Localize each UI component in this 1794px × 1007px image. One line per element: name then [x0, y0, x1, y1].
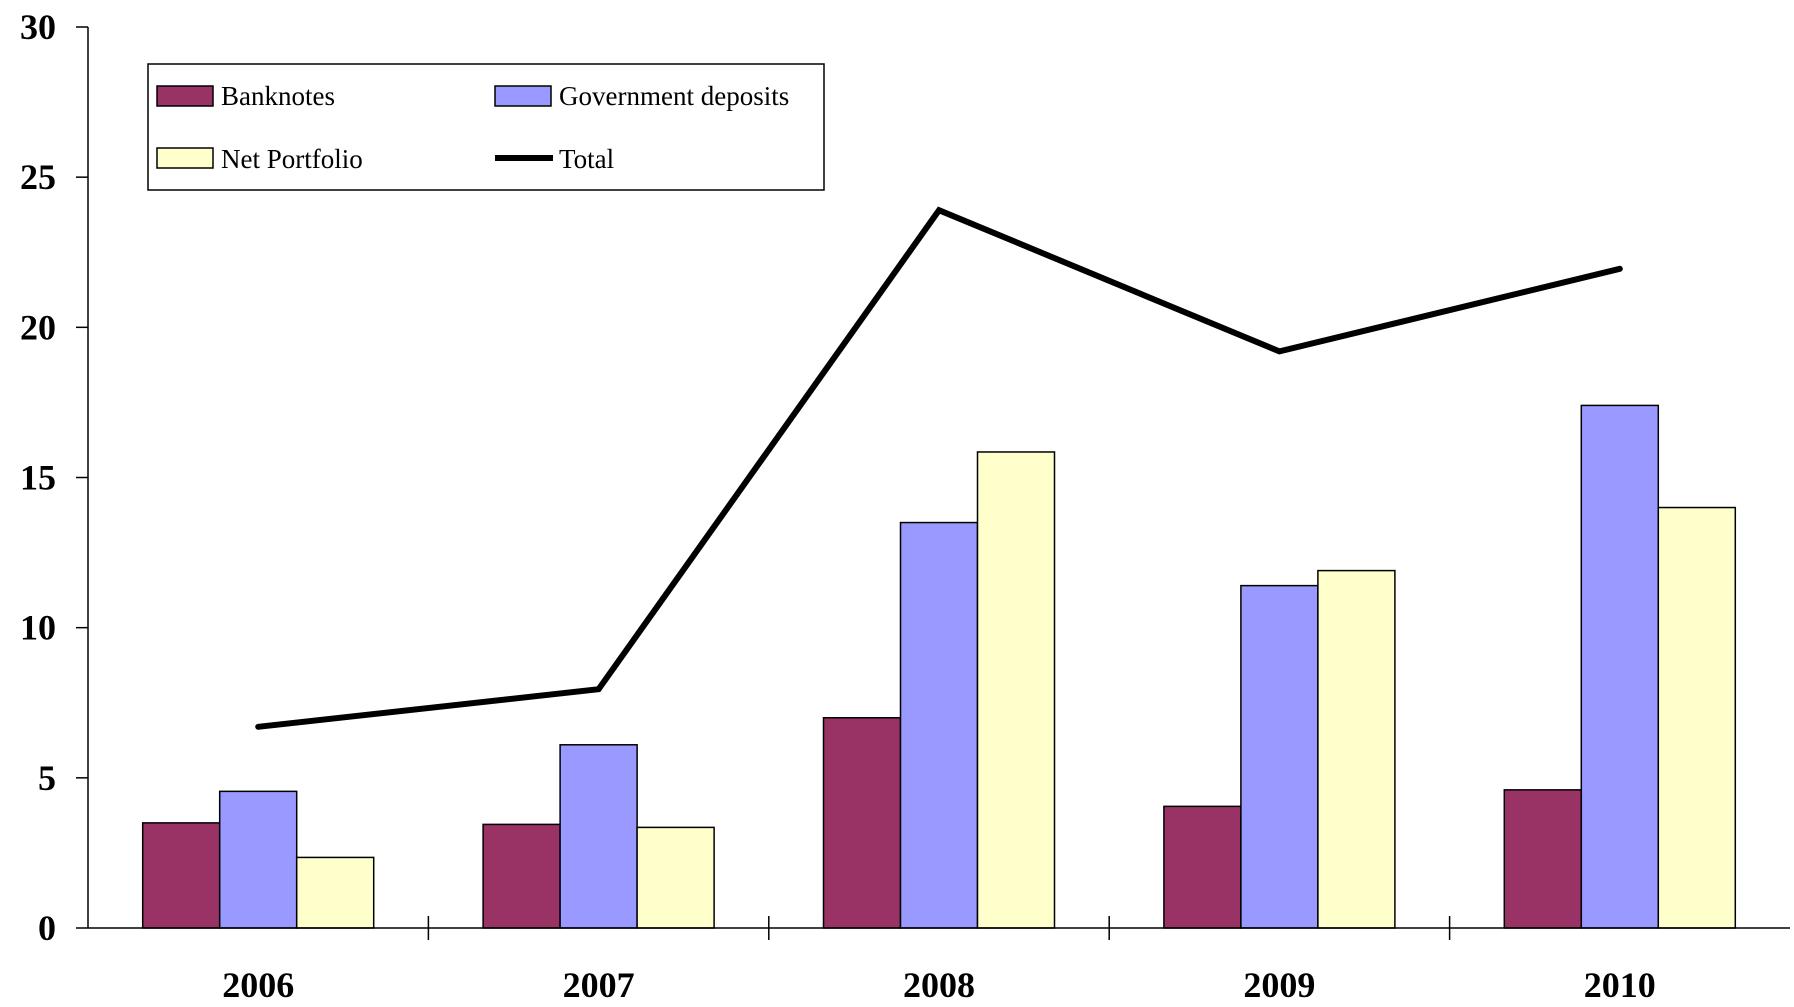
y-axis-ticks: 0 5 10 15 20 25 30 — [20, 7, 88, 948]
bar-government-deposits-2008 — [899, 521, 979, 929]
bar-net-portfolio-2007 — [636, 826, 715, 929]
bar-government-deposits-2010 — [1580, 404, 1660, 929]
bar-banknotes-2008 — [822, 717, 902, 929]
bars — [141, 404, 1737, 929]
bar-banknotes-2009 — [1163, 805, 1242, 929]
bar-government-deposits-2006 — [218, 790, 298, 929]
x-tick-label-2010: 2010 — [1584, 965, 1656, 1005]
x-tick-label-2007: 2007 — [563, 965, 635, 1005]
bar-government-deposits-2007 — [559, 744, 638, 929]
x-axis-ticks: 2006 2007 2008 2009 2010 — [222, 916, 1656, 1005]
y-tick-label: 0 — [38, 908, 56, 948]
legend-label-government-deposits: Government deposits — [559, 81, 789, 111]
bar-net-portfolio-2006 — [295, 856, 375, 929]
y-tick-label: 5 — [38, 758, 56, 798]
y-tick-label: 20 — [20, 307, 56, 347]
y-tick-label: 10 — [20, 608, 56, 648]
legend-box — [147, 63, 825, 191]
y-tick-label: 15 — [20, 458, 56, 498]
bar-net-portfolio-2010 — [1657, 506, 1737, 929]
legend-label-total: Total — [559, 144, 614, 174]
series-lines — [255, 206, 1623, 730]
bar-government-deposits-2009 — [1240, 584, 1319, 929]
legend-label-banknotes: Banknotes — [221, 81, 335, 111]
x-tick-label-2008: 2008 — [903, 965, 975, 1005]
bar-net-portfolio-2008 — [976, 451, 1056, 929]
bar-banknotes-2010 — [1503, 789, 1583, 929]
x-tick-label-2009: 2009 — [1243, 965, 1315, 1005]
x-tick-label-2006: 2006 — [222, 965, 294, 1005]
axes — [87, 27, 1790, 929]
y-tick-label: 30 — [20, 7, 56, 47]
line-total — [255, 206, 1623, 730]
legend-swatch-banknotes — [156, 85, 214, 107]
bar-banknotes-2006 — [141, 822, 221, 929]
bar-banknotes-2007 — [482, 823, 561, 929]
bar-net-portfolio-2009 — [1317, 569, 1396, 929]
legend-label-net-portfolio: Net Portfolio — [221, 144, 363, 174]
legend: Banknotes Government deposits Net Portfo… — [147, 63, 825, 191]
legend-swatch-net-portfolio — [156, 147, 214, 169]
legend-swatch-government-deposits — [494, 85, 552, 107]
y-tick-label: 25 — [20, 157, 56, 197]
